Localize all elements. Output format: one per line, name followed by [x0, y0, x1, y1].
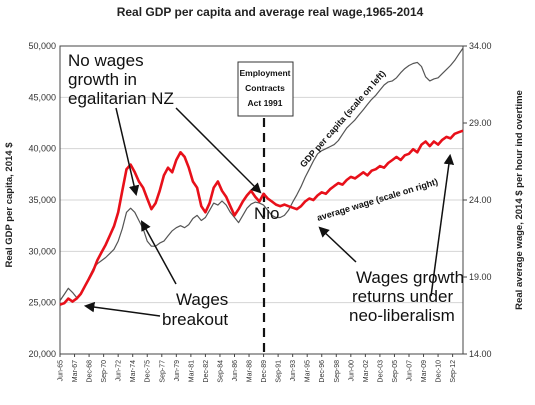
breakout-annotation-line-1: Wages	[176, 290, 228, 309]
right-tick-label: 19.00	[469, 272, 492, 282]
left-tick-label: 20,000	[28, 349, 56, 359]
breakout-annotation-line-2: breakout	[162, 310, 228, 329]
left-tick-label: 35,000	[28, 195, 56, 205]
nz-annotation-line-3: egalitarian NZ	[68, 89, 174, 108]
x-tick-label: Dec-75	[145, 360, 152, 383]
gdp-series-label: GDP per capita (scale on left)	[298, 69, 387, 170]
x-tick-label: Mar-67	[72, 360, 79, 382]
x-tick-label: Dec-68	[87, 360, 94, 383]
x-tick-label: Sep-77	[159, 360, 166, 383]
x-tick-label: Sep-12	[450, 360, 457, 383]
right-tick-label: 34.00	[469, 41, 492, 51]
series-layer	[59, 47, 464, 306]
x-tick-label: Sep-98	[334, 360, 341, 383]
returns-annotation-line-2: returns under	[352, 287, 453, 306]
x-tick-label: Mar-95	[305, 360, 312, 382]
returns-annotation-line-3: neo-liberalism	[349, 306, 455, 325]
right-axis-ticks: 14.00 19.00 24.00 29.00 34.00	[463, 41, 492, 359]
x-tick-label: Jun-07	[406, 360, 413, 382]
x-tick-label: Jun-86	[232, 360, 239, 382]
returns-annotation-line-1: Wages growth	[356, 268, 464, 287]
gdp-per-capita-line	[59, 47, 464, 301]
act-box-line-1: Employment	[239, 68, 290, 78]
act-1991-box	[237, 61, 294, 117]
right-tick-label: 29.00	[469, 118, 492, 128]
x-tick-label: Jun-79	[174, 360, 181, 382]
left-axis-label: Real GDP per capita, 2014 $	[4, 142, 15, 268]
nz-annotation-line-1: No wages	[68, 51, 144, 70]
x-tick-label: Mar-88	[247, 360, 254, 382]
act-box-line-2: Contracts	[245, 83, 285, 93]
x-tick-label: Dec-82	[203, 360, 210, 383]
right-tick-label: 14.00	[469, 349, 492, 359]
x-tick-label: Jun-93	[290, 360, 297, 382]
x-tick-label: Sep-05	[392, 360, 399, 383]
left-tick-label: 25,000	[28, 298, 56, 308]
left-tick-label: 40,000	[28, 144, 56, 154]
nio-annotation: Nio	[254, 204, 280, 223]
x-tick-label: Sep-70	[101, 360, 108, 383]
act-box-line-3: Act 1991	[248, 98, 283, 108]
x-tick-label: Mar-74	[130, 360, 137, 382]
x-tick-label: Mar-02	[363, 360, 370, 382]
x-tick-label: Sep-84	[217, 360, 224, 383]
x-tick-label: Jun-65	[58, 360, 65, 382]
right-axis-label: Real average wage, 2014 $ per hour ind o…	[514, 90, 525, 310]
nz-annotation-line-2: growth in	[68, 70, 137, 89]
x-tick-label: Mar-81	[188, 360, 195, 382]
x-axis-ticks: Jun-65 Mar-67 Dec-68 Sep-70 Jun-72 Mar-74 Dec-…	[58, 354, 457, 383]
left-tick-label: 30,000	[28, 246, 56, 256]
x-tick-label: Sep-91	[276, 360, 283, 383]
x-tick-label: Dec-10	[436, 360, 443, 383]
left-axis-ticks: 20,000 25,000 30,000 35,000 40,000 45,000 50,0…	[28, 41, 56, 359]
plot-frame	[59, 45, 464, 355]
left-tick-label: 45,000	[28, 92, 56, 102]
average-wage-line	[59, 129, 464, 306]
x-tick-label: Jun-72	[116, 360, 123, 382]
x-tick-label: Dec-89	[261, 360, 268, 383]
left-tick-label: 50,000	[28, 41, 56, 51]
x-tick-label: Dec-03	[377, 360, 384, 383]
x-tick-label: Jun-00	[348, 360, 355, 382]
chart-title: Real GDP per capita and average real wag…	[117, 5, 424, 19]
x-tick-label: Mar-09	[421, 360, 428, 382]
x-tick-label: Dec-96	[319, 360, 326, 383]
annotation-arrows	[83, 107, 455, 317]
right-tick-label: 24.00	[469, 195, 492, 205]
